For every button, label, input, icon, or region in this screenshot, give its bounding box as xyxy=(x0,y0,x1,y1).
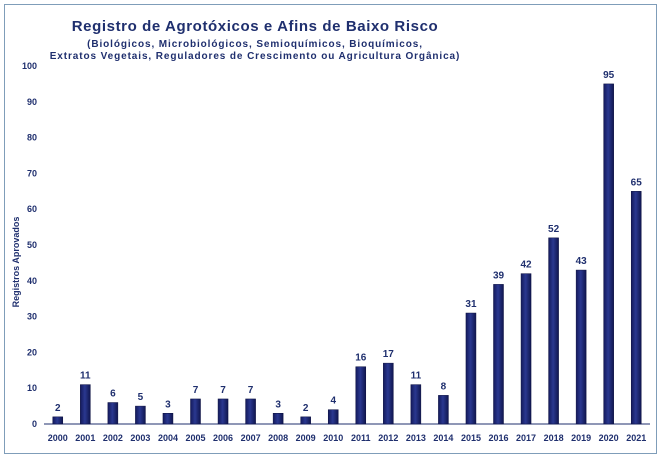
x-tick-label-2005: 2005 xyxy=(185,433,205,443)
bar-2018 xyxy=(548,237,559,425)
data-label-2002: 6 xyxy=(110,389,116,400)
data-label-2017: 42 xyxy=(520,260,532,271)
bar-2020 xyxy=(603,83,614,425)
y-tick-label: 70 xyxy=(27,168,37,178)
x-tick-label-2003: 2003 xyxy=(130,433,150,443)
data-label-2004: 3 xyxy=(165,399,171,410)
bar-2008 xyxy=(272,413,284,425)
bar-2019 xyxy=(575,269,587,425)
y-tick-label: 10 xyxy=(27,383,37,393)
bar-2014 xyxy=(438,395,449,425)
x-tick-label-2014: 2014 xyxy=(433,433,453,443)
bar-2011 xyxy=(355,366,367,425)
x-tick-label-2007: 2007 xyxy=(241,433,261,443)
bar-2001 xyxy=(80,384,91,425)
bars xyxy=(52,83,642,425)
data-label-2014: 8 xyxy=(441,381,447,392)
x-tick-label-2021: 2021 xyxy=(626,433,646,443)
x-tick-label-2008: 2008 xyxy=(268,433,288,443)
bar-2002 xyxy=(107,402,119,425)
bar-2017 xyxy=(520,273,532,425)
data-label-2019: 43 xyxy=(576,256,588,267)
chart-title: Registro de Agrotóxicos e Afins de Baixo… xyxy=(71,18,439,35)
chart-subtitle-line-2: Extratos Vegetais, Reguladores de Cresci… xyxy=(49,51,461,62)
data-label-2013: 11 xyxy=(411,371,422,382)
y-tick-label: 100 xyxy=(22,61,37,71)
chart-frame: Registro de Agrotóxicos e Afins de Baixo… xyxy=(4,4,657,454)
bar-2004 xyxy=(162,413,174,425)
y-tick-label: 50 xyxy=(27,240,37,250)
x-tick-label-2004: 2004 xyxy=(158,433,178,443)
bar-2005 xyxy=(190,398,201,425)
data-label-2005: 7 xyxy=(193,385,199,396)
data-label-2001: 11 xyxy=(80,371,91,382)
bar-2009 xyxy=(300,416,311,425)
data-label-2020: 95 xyxy=(603,70,615,81)
bar-2010 xyxy=(327,409,339,425)
bar-2021 xyxy=(630,191,642,425)
data-label-2003: 5 xyxy=(138,392,144,403)
data-label-2011: 16 xyxy=(355,353,367,364)
x-tick-label-2001: 2001 xyxy=(75,433,95,443)
y-tick-label: 60 xyxy=(27,204,37,214)
data-label-2006: 7 xyxy=(220,385,226,396)
chart-subtitle-line-1: (Biológicos, Microbiológicos, Semioquími… xyxy=(87,39,423,50)
x-tick-label-2015: 2015 xyxy=(461,433,481,443)
data-label-2007: 7 xyxy=(248,385,254,396)
data-label-2012: 17 xyxy=(383,349,395,360)
bar-2007 xyxy=(245,398,256,425)
x-tick-label-2016: 2016 xyxy=(488,433,508,443)
x-tick-label-2010: 2010 xyxy=(323,433,343,443)
bar-2012 xyxy=(383,362,394,425)
x-tick-label-2009: 2009 xyxy=(296,433,316,443)
data-label-2015: 31 xyxy=(465,299,477,310)
x-tick-label-2017: 2017 xyxy=(516,433,536,443)
y-axis-label: Registros Aprovados xyxy=(11,217,21,308)
bar-2015 xyxy=(465,312,477,425)
data-label-2016: 39 xyxy=(493,270,505,281)
y-tick-label: 90 xyxy=(27,97,37,107)
data-label-2021: 65 xyxy=(631,177,643,188)
x-tick-label-2020: 2020 xyxy=(599,433,619,443)
data-label-2000: 2 xyxy=(55,403,61,414)
data-label-2018: 52 xyxy=(548,224,560,235)
bar-2003 xyxy=(135,405,146,425)
bar-2016 xyxy=(493,284,504,425)
y-tick-label: 80 xyxy=(27,133,37,143)
x-tick-label-2012: 2012 xyxy=(378,433,398,443)
data-label-2008: 3 xyxy=(275,399,281,410)
bar-2006 xyxy=(217,398,229,425)
data-label-2009: 2 xyxy=(303,403,309,414)
y-tick-label: 40 xyxy=(27,276,37,286)
x-tick-label-2018: 2018 xyxy=(544,433,564,443)
data-label-2010: 4 xyxy=(330,396,336,407)
x-tick-label-2000: 2000 xyxy=(48,433,68,443)
x-tick-label-2011: 2011 xyxy=(351,433,371,443)
x-tick-label-2002: 2002 xyxy=(103,433,123,443)
x-tick-label-2006: 2006 xyxy=(213,433,233,443)
y-tick-label: 20 xyxy=(27,347,37,357)
x-tick-label-2013: 2013 xyxy=(406,433,426,443)
bar-2000 xyxy=(52,416,64,425)
bar-2013 xyxy=(410,384,422,425)
x-tick-label-2019: 2019 xyxy=(571,433,591,443)
y-tick-label: 30 xyxy=(27,312,37,322)
y-tick-label: 0 xyxy=(32,419,37,429)
